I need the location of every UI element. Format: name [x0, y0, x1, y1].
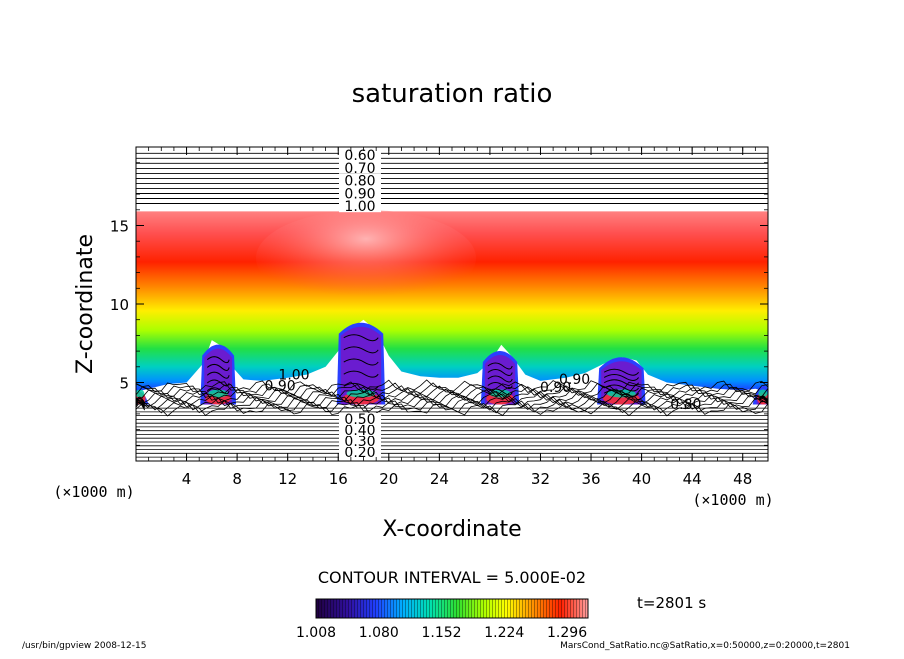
contour-label: 1.00 — [344, 199, 375, 215]
time-label: t=2801 s — [637, 594, 706, 612]
contour-label: 0.60 — [344, 148, 375, 164]
contour-label: 0.90 — [540, 380, 571, 396]
x-tick-label: 20 — [379, 470, 398, 488]
contour-label-bg — [339, 161, 381, 174]
colorbar-frame — [315, 598, 589, 619]
plume-base-cool — [136, 389, 145, 398]
contour-label-bg — [339, 435, 381, 447]
lower-contour-lines — [136, 407, 768, 458]
contour-label-bg — [339, 149, 381, 161]
x-tick-label: 4 — [182, 470, 192, 488]
x-axis: 4 8 12 16 20 24 28 32 36 40 44 48 — [148, 147, 756, 488]
plume-contour — [206, 379, 230, 387]
plume-contour — [343, 370, 379, 378]
plume-core — [340, 326, 382, 405]
x-tick-label: 48 — [733, 470, 752, 488]
plot-area — [136, 147, 768, 461]
chart-title: saturation ratio — [352, 79, 553, 109]
colorbar-tick-label: 1.080 — [359, 625, 399, 641]
footer-left: /usr/bin/gpview 2008-12-15 — [22, 641, 146, 651]
y-axis-label: Z-coordinate — [73, 234, 98, 374]
colorbar-tick-label: 1.224 — [484, 625, 524, 641]
x-tick-label: 8 — [232, 470, 242, 488]
contour-line — [136, 393, 768, 408]
x-tick-label: 24 — [430, 470, 449, 488]
contour-label: 0.50 — [344, 412, 375, 428]
plume-contour — [487, 362, 513, 370]
contour-label: 0.70 — [344, 161, 375, 177]
x-unit-right: (×1000 m) — [692, 491, 773, 509]
contour-label: 0.90 — [559, 372, 590, 388]
contour-line — [136, 385, 768, 400]
plume-contour — [343, 346, 379, 354]
contour-label: 0.20 — [344, 445, 375, 461]
contour-line — [136, 379, 768, 394]
colorbar-ticks: 1.008 1.080 1.152 1.224 1.296 — [296, 625, 587, 641]
plume-contour — [206, 387, 230, 395]
contour-labels: 0.600.700.800.901.000.200.300.400.501.00… — [265, 148, 702, 461]
x-tick-label: 12 — [278, 470, 297, 488]
contour-label: 0.90 — [265, 378, 296, 394]
contour-label-bg — [339, 200, 381, 213]
x-tick-label: 40 — [632, 470, 651, 488]
contour-label: 0.80 — [670, 397, 701, 413]
footer-right: MarsCond_SatRatio.nc@SatRatio,x=0:50000,… — [560, 641, 850, 651]
contour-line — [136, 396, 768, 411]
plume-contour — [206, 356, 230, 364]
plume-contour — [487, 388, 513, 396]
contour-label-bg — [339, 424, 381, 436]
x-tick-label: 36 — [581, 470, 600, 488]
plume-contour — [206, 363, 230, 371]
colorbar-tick-label: 1.152 — [421, 625, 461, 641]
lower-contour-squiggles — [136, 379, 768, 417]
contour-label: 0.90 — [344, 186, 375, 202]
plume-contour — [603, 368, 640, 376]
contour-label: 0.40 — [344, 423, 375, 439]
x-tick-label: 28 — [480, 470, 499, 488]
plume-contour — [343, 358, 379, 366]
y-axis: 5 10 15 — [110, 162, 768, 446]
plume-contour — [343, 334, 379, 342]
plume-contour — [343, 382, 379, 390]
y-tick-label: 15 — [110, 218, 129, 236]
plume-contour — [206, 371, 230, 379]
x-tick-label: 16 — [329, 470, 348, 488]
contour-interval: CONTOUR INTERVAL = 5.000E-02 — [318, 568, 586, 587]
field-core-highlight — [256, 210, 476, 306]
convective-plumes — [136, 322, 768, 411]
contour-label: 1.00 — [278, 367, 309, 383]
contour-label-bg — [339, 187, 381, 200]
plume-contour — [603, 373, 640, 381]
contour-label-bg — [339, 413, 381, 425]
contour-label: 0.30 — [344, 434, 375, 450]
x-tick-label: 44 — [683, 470, 702, 488]
upper-contour-lines — [136, 152, 768, 204]
plume-contour — [487, 375, 513, 383]
contour-label-bg — [339, 446, 381, 458]
contour-line — [136, 390, 768, 405]
x-tick-label: 32 — [531, 470, 550, 488]
x-unit-left: (×1000 m) — [53, 483, 134, 501]
plume-contour — [487, 368, 513, 376]
y-tick-label: 10 — [110, 296, 129, 314]
plume-contour — [136, 403, 145, 411]
contour-label: 0.80 — [344, 174, 375, 190]
colorbar-tick-label: 1.296 — [547, 625, 587, 641]
colorbar-stripes — [316, 599, 588, 618]
y-tick-label: 5 — [119, 375, 129, 393]
x-axis-label: X-coordinate — [382, 517, 521, 542]
contour-label-bg — [339, 174, 381, 187]
colorbar-tick-label: 1.008 — [296, 625, 336, 641]
